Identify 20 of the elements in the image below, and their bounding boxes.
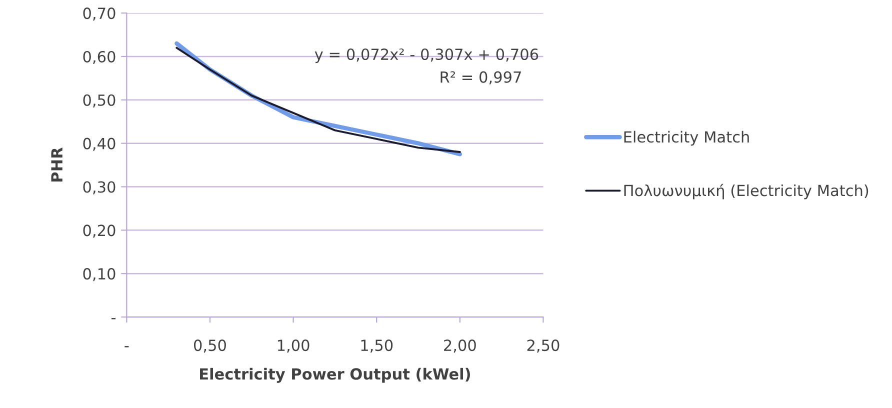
y-tick-label: 0,60 bbox=[83, 50, 116, 64]
annotation: R² = 0,997 bbox=[440, 71, 521, 84]
annotation: y = 0,072x² - 0,307x + 0,706 bbox=[314, 48, 538, 64]
y-tick-label: - bbox=[111, 318, 116, 320]
x-tick-label: 0,50 bbox=[194, 340, 226, 353]
y-tick-label: 0,70 bbox=[83, 8, 116, 21]
y-tick-label: 0,40 bbox=[83, 138, 116, 151]
legend-label: Πολυωνυμική (Electricity Match) bbox=[624, 184, 868, 200]
x-tick-label: 1,50 bbox=[361, 340, 393, 353]
x-tick-label: 2,50 bbox=[527, 340, 560, 353]
y-axis-title: PHR bbox=[51, 147, 62, 182]
x-tick-label: - bbox=[124, 346, 129, 348]
y-tick-label: 0,30 bbox=[83, 181, 116, 194]
legend-label: Electricity Match bbox=[624, 130, 749, 146]
y-tick-label: 0,10 bbox=[83, 268, 116, 282]
x-tick-label: 1,00 bbox=[278, 340, 310, 353]
x-tick-label: 2,00 bbox=[444, 340, 476, 353]
y-tick-label: 0,20 bbox=[83, 224, 116, 238]
y-tick-label: 0,50 bbox=[83, 94, 116, 108]
x-axis-title: Electricity Power Output (kWel) bbox=[200, 368, 470, 383]
